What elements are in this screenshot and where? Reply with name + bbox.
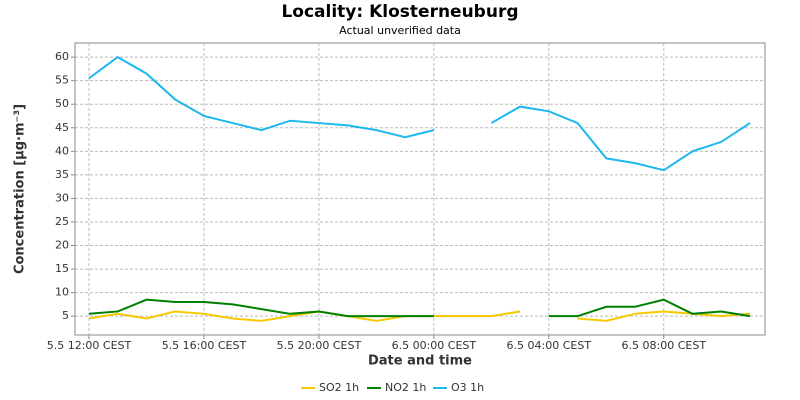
series-line <box>88 298 751 318</box>
y-tick-label: 20 <box>55 239 69 252</box>
y-tick-label: 40 <box>55 144 69 157</box>
y-tick-label: 30 <box>55 191 69 204</box>
y-tick-label: 50 <box>55 97 69 110</box>
y-tick-label: 15 <box>55 262 69 275</box>
x-axis-label: Date and time <box>368 354 472 369</box>
y-tick-label: 35 <box>55 168 69 181</box>
y-tick-label: 5 <box>62 309 69 322</box>
series-line <box>88 310 751 322</box>
plot-frame <box>74 42 766 336</box>
x-tick-label: 6.5 08:00 CEST <box>622 339 707 352</box>
legend-label: O3 1h <box>451 381 484 394</box>
legend-label: NO2 1h <box>385 381 426 394</box>
x-tick-label: 5.5 16:00 CEST <box>162 339 247 352</box>
y-axis-label: Concentration [µg·m⁻³] <box>13 104 28 274</box>
x-tick-label: 5.5 12:00 CEST <box>47 339 132 352</box>
y-tick-label: 45 <box>55 121 69 134</box>
series-line <box>88 55 751 172</box>
chart-subtitle: Actual unverified data <box>339 24 461 37</box>
legend-label: SO2 1h <box>319 381 359 394</box>
y-tick-label: 10 <box>55 286 69 299</box>
x-tick-label: 5.5 20:00 CEST <box>277 339 362 352</box>
x-tick-label: 6.5 04:00 CEST <box>507 339 592 352</box>
y-tick-label: 55 <box>55 74 69 87</box>
x-tick-label: 6.5 00:00 CEST <box>392 339 477 352</box>
chart-title: Locality: Klosterneuburg <box>281 2 518 22</box>
y-tick-label: 25 <box>55 215 69 228</box>
y-tick-label: 60 <box>55 50 69 63</box>
